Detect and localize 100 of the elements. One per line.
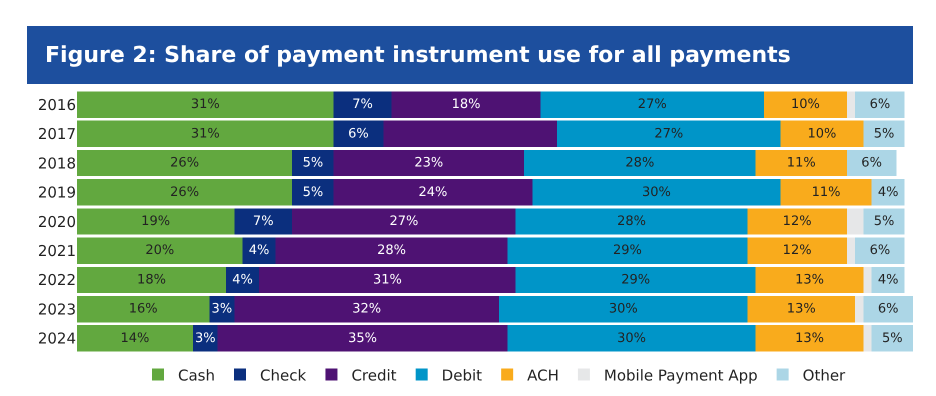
bar [863, 266, 872, 294]
bar [540, 91, 764, 118]
data-label: 11% [786, 156, 816, 171]
data-label: 26% [170, 184, 200, 200]
data-label: 3% [212, 302, 232, 317]
y-tick-label: 2018 [38, 154, 76, 172]
data-label: 28% [625, 156, 654, 171]
bar [780, 179, 872, 206]
bar [524, 150, 756, 176]
bar [756, 150, 847, 176]
bar [77, 91, 334, 118]
chart-title: Figure 2: Share of payment instrument use for all payments [27, 26, 913, 84]
bar [77, 266, 226, 294]
bar [276, 238, 508, 264]
data-label: 16% [128, 302, 158, 317]
data-label: 5% [302, 184, 324, 200]
legend-label: Cash [178, 366, 215, 384]
bar [846, 150, 896, 176]
bar [846, 91, 856, 118]
legend-label: Check [260, 366, 306, 384]
data-label: 19% [141, 214, 170, 229]
bar [507, 238, 748, 264]
bar [242, 238, 276, 264]
data-label: 5% [882, 330, 903, 346]
data-label: 35% [348, 330, 378, 346]
data-label: 18% [452, 97, 480, 112]
bar [383, 120, 558, 147]
legend-label: Mobile Payment App [604, 366, 758, 384]
data-label: 23% [414, 156, 444, 171]
bar [863, 120, 905, 147]
data-label: 12% [782, 214, 812, 229]
bar [872, 325, 913, 352]
data-label: 4% [878, 272, 898, 288]
bar [499, 296, 748, 322]
y-tick-label: 2022 [38, 271, 76, 290]
bar [863, 296, 913, 322]
bar [334, 91, 392, 118]
data-label: 30% [617, 330, 646, 346]
bar [292, 150, 334, 176]
data-label: 6% [348, 126, 369, 142]
data-label: 5% [874, 214, 894, 229]
bar [77, 179, 292, 206]
data-label: 28% [617, 214, 646, 229]
bar [77, 238, 243, 264]
data-label: 20% [145, 243, 174, 258]
data-label: 26% [170, 156, 200, 171]
bar [516, 208, 748, 235]
bar [855, 238, 905, 264]
legend-label: Credit [351, 366, 397, 384]
data-label: 12% [782, 243, 812, 258]
legend-label: Debit [442, 366, 482, 384]
data-label: 27% [638, 97, 667, 112]
bar [747, 238, 847, 264]
bar [292, 208, 516, 235]
data-label: 5% [874, 126, 894, 142]
bar [334, 179, 532, 206]
data-label: 13% [795, 330, 824, 346]
bar [756, 266, 864, 294]
data-label: 6% [870, 97, 890, 112]
bar [532, 179, 781, 206]
legend-label: ACH [527, 366, 559, 384]
bar [77, 296, 210, 322]
bar [234, 296, 500, 322]
y-tick-label: 2024 [38, 330, 76, 348]
data-label: 5% [302, 156, 324, 171]
data-label: 29% [612, 243, 642, 258]
data-label: 27% [389, 214, 418, 229]
bar [780, 120, 864, 147]
data-label: 30% [608, 302, 638, 317]
data-label: 31% [372, 272, 402, 288]
y-tick-label: 2019 [38, 184, 76, 202]
bar [334, 120, 384, 147]
bar [392, 91, 541, 118]
data-label: 13% [795, 272, 824, 288]
bar [747, 296, 856, 322]
y-tick-label: 2020 [38, 212, 76, 231]
data-label: 4% [232, 272, 253, 288]
bar [855, 91, 905, 118]
bar [756, 325, 864, 352]
bar [846, 208, 864, 235]
data-label: 4% [878, 184, 898, 200]
data-label: 31% [190, 126, 220, 142]
data-label: 10% [807, 126, 836, 142]
data-label: 24% [418, 184, 448, 200]
bar [764, 91, 847, 118]
data-label: 6% [861, 156, 882, 171]
data-label: 32% [352, 302, 382, 317]
y-tick-label: 2023 [38, 300, 76, 318]
data-label: 30% [642, 184, 671, 200]
data-label: 4% [248, 243, 270, 258]
bar [747, 208, 847, 235]
bar [846, 238, 856, 264]
bar [292, 179, 334, 206]
bar [507, 325, 756, 352]
bar [863, 208, 905, 235]
data-label: 29% [621, 272, 650, 288]
data-label: 28% [377, 243, 406, 258]
data-label: 27% [654, 126, 684, 142]
bar [855, 296, 864, 322]
data-label: 10% [790, 97, 820, 112]
